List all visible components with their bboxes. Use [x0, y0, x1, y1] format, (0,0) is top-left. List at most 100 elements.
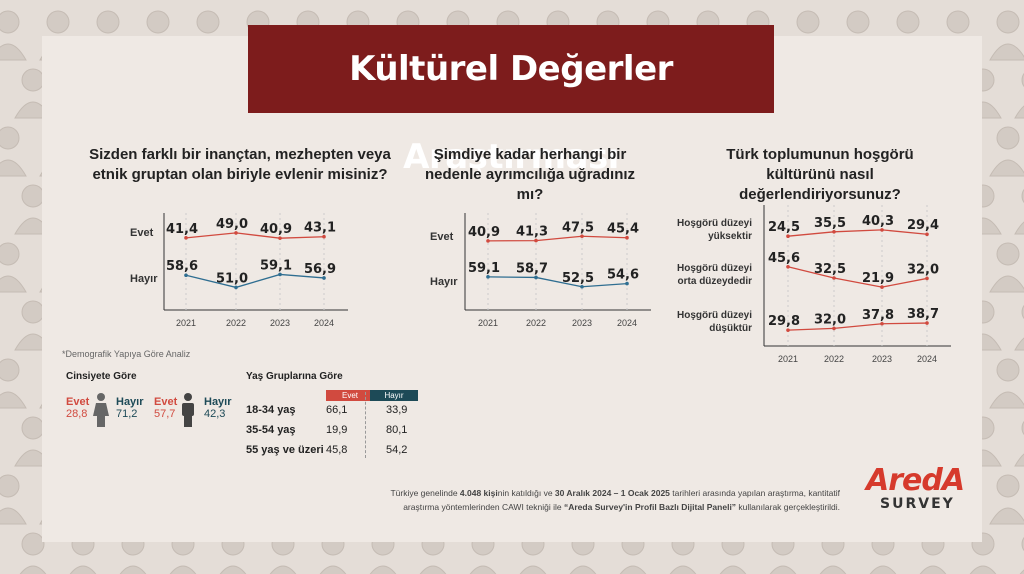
- male-hayir-label: Hayır: [204, 396, 232, 408]
- data-label: 54,6: [607, 268, 639, 283]
- data-point: [322, 234, 326, 239]
- series-line: [787, 322, 928, 331]
- person-silhouette-head: [196, 10, 220, 34]
- person-silhouette-body: [989, 507, 1024, 525]
- series-line: [487, 276, 628, 288]
- series-label: Evet: [130, 227, 154, 239]
- person-silhouette-body: [1014, 105, 1024, 119]
- footer-text-part: 30 Aralık 2024 – 1 Ocak 2025: [554, 488, 670, 498]
- data-label: 40,9: [468, 225, 500, 240]
- data-point: [925, 321, 929, 325]
- person-silhouette-head: [21, 532, 45, 556]
- person-silhouette-body: [1019, 569, 1024, 574]
- data-label: 43,1: [304, 221, 336, 236]
- age-group: 35-54 yaş: [246, 424, 296, 436]
- person-silhouette-body: [969, 565, 997, 574]
- data-label: 35,5: [814, 216, 846, 231]
- age-col-hayir: Hayır: [370, 390, 418, 401]
- person-silhouette-head: [846, 10, 870, 34]
- person-silhouette-body: [419, 565, 447, 574]
- data-label: 59,1: [468, 261, 500, 276]
- age-divider: [365, 392, 366, 458]
- data-label: 38,7: [907, 307, 939, 322]
- person-silhouette-head: [996, 10, 1020, 34]
- footer-text: Türkiye genelinde 4.048 kişinin katıldığ…: [300, 486, 840, 514]
- x-tick-label: 2024: [314, 318, 334, 328]
- person-silhouette-head: [996, 242, 1020, 266]
- data-label: 58,7: [516, 261, 548, 276]
- x-tick-label: 2023: [270, 318, 290, 328]
- data-point: [625, 281, 629, 286]
- person-silhouette-body: [989, 159, 1024, 177]
- data-label: 45,6: [768, 251, 800, 266]
- chart1-question: Sizden farklı bir inançtan, mezhepten ve…: [89, 146, 391, 183]
- data-point: [580, 234, 584, 239]
- person-silhouette-body: [119, 565, 147, 574]
- logo-survey: SURVEY: [880, 496, 955, 512]
- person-silhouette-body: [869, 565, 897, 574]
- x-tick-label: 2022: [824, 354, 844, 364]
- x-tick-label: 2021: [478, 318, 498, 328]
- x-tick-label: 2022: [526, 318, 546, 328]
- person-silhouette-body: [619, 565, 647, 574]
- content-panel: [42, 36, 982, 542]
- series-label: Hayır: [130, 273, 158, 285]
- data-point: [880, 228, 884, 232]
- series-label: yüksektir: [708, 231, 752, 242]
- footer-text-part: araştırma yöntemlerinden CAWI tekniği il…: [403, 502, 564, 512]
- data-point: [278, 272, 282, 277]
- person-silhouette-body: [219, 565, 247, 574]
- x-tick-label: 2021: [778, 354, 798, 364]
- person-silhouette-body: [569, 565, 597, 574]
- data-point: [184, 273, 188, 278]
- data-point: [832, 326, 836, 331]
- person-silhouette-head: [0, 126, 20, 150]
- person-silhouette-body: [0, 275, 27, 293]
- x-tick-label: 2022: [226, 318, 246, 328]
- series-label: Hoşgörü düzeyi: [677, 310, 752, 321]
- data-point: [234, 231, 238, 235]
- data-label: 51,0: [216, 271, 248, 286]
- series-line: [787, 229, 928, 237]
- x-tick-label: 2023: [872, 354, 892, 364]
- person-silhouette-body: [469, 565, 497, 574]
- series-line: [487, 235, 628, 242]
- footer-text-part: nin katıldığı ve: [497, 488, 555, 498]
- age-evet: 66,1: [326, 404, 348, 416]
- data-label: 41,4: [166, 222, 198, 237]
- data-label: 21,9: [862, 271, 894, 286]
- person-silhouette-body: [519, 565, 547, 574]
- logo-mark: AredA: [866, 463, 965, 498]
- male-evet-value: 57,7: [154, 408, 176, 420]
- person-silhouette-head: [996, 126, 1020, 150]
- data-point: [486, 275, 490, 279]
- data-point: [880, 321, 884, 326]
- person-silhouette-head: [946, 10, 970, 34]
- person-silhouette-head: [46, 10, 70, 34]
- data-point: [322, 276, 326, 280]
- person-silhouette-head: [0, 10, 20, 34]
- person-silhouette-head: [896, 10, 920, 34]
- age-group: 18-34 yaş: [246, 404, 296, 416]
- male-evet: Evet 57,7: [154, 396, 177, 420]
- female-hayir-label: Hayır: [116, 396, 144, 408]
- female-evet: Evet 28,8: [66, 396, 89, 420]
- person-silhouette-head: [96, 10, 120, 34]
- footer-text-part: Türkiye genelinde: [390, 488, 460, 498]
- page-title: Kültürel Değerler Araştırması: [248, 25, 774, 177]
- data-label: 59,1: [260, 258, 292, 273]
- series-label: Hayır: [430, 276, 458, 288]
- male-icon: [182, 393, 194, 427]
- data-point: [486, 239, 490, 243]
- age-hayir: 54,2: [386, 444, 408, 456]
- person-silhouette-body: [989, 43, 1024, 61]
- series-label: orta düzeydedir: [678, 276, 753, 287]
- age-col-evet: Evet: [326, 390, 374, 401]
- age-evet: 19,9: [326, 424, 348, 436]
- person-silhouette-body: [169, 565, 197, 574]
- female-evet-label: Evet: [66, 396, 90, 408]
- data-label: 29,4: [907, 218, 939, 233]
- person-silhouette-body: [1014, 337, 1024, 351]
- age-group: 55 yaş ve üzeri: [246, 444, 324, 456]
